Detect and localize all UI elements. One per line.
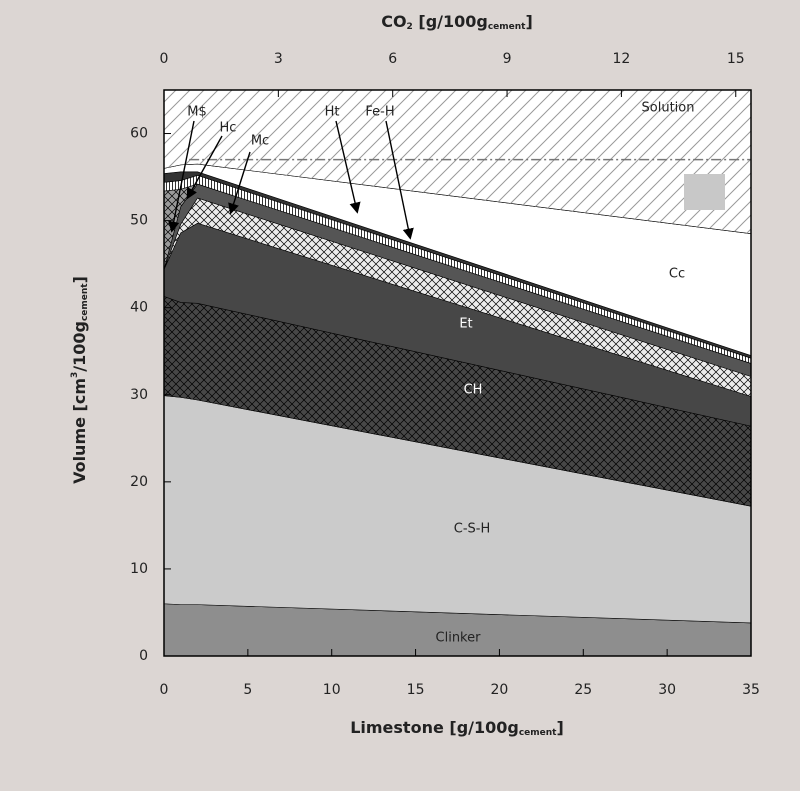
area-pattern: [164, 90, 751, 234]
series-label: Cc: [669, 267, 685, 282]
series-label: M$: [187, 105, 207, 120]
x-axis-title: Limestone [g/100gcement]: [350, 718, 564, 738]
x-tick-label: 0: [160, 682, 169, 698]
y-tick-label: 60: [130, 126, 148, 142]
x2-tick-label: 15: [727, 51, 745, 67]
x2-axis-title: CO2 [g/100gcement]: [381, 12, 533, 32]
series-label: Mc: [251, 134, 269, 149]
frame: [163, 89, 752, 657]
arrow: [168, 120, 195, 233]
y-axis-title: Volume [cm3/100gcement]: [70, 276, 90, 484]
y-tick-label: 40: [130, 300, 148, 316]
x-tick-label: 5: [243, 682, 252, 698]
x2-tick-label: 0: [160, 51, 169, 67]
arrow: [385, 120, 414, 240]
series-label: Fe-H: [365, 105, 394, 120]
area-pattern: [164, 197, 751, 397]
x-tick-label: 25: [574, 682, 592, 698]
y-tick-label: 0: [139, 648, 148, 664]
series-label: C-S-H: [454, 522, 491, 537]
x-tick-label: 30: [658, 682, 676, 698]
x2-tick-label: 6: [388, 51, 397, 67]
area-pattern: [164, 296, 751, 507]
y-tick-label: 10: [130, 561, 148, 577]
series-label: Clinker: [436, 631, 482, 646]
arrow: [186, 135, 223, 200]
arrow: [335, 120, 361, 214]
y-tick-label: 50: [130, 213, 148, 229]
series-label: Solution: [642, 101, 695, 116]
x2-tick-label: 12: [612, 51, 630, 67]
y-tick-label: 20: [130, 474, 148, 490]
series-label: CH: [464, 383, 483, 398]
plot: 0 5 10 15 20 25 30 35 0 3 6 9 12 15 0 10 20 30 40 50 60 Clink…: [130, 51, 760, 698]
series-label: Ht: [325, 105, 340, 120]
series-label: Et: [459, 317, 472, 332]
x2-tick-label: 3: [274, 51, 283, 67]
x2-tick-label: 9: [503, 51, 512, 67]
x-tick-label: 10: [323, 682, 341, 698]
marker-box: [684, 174, 725, 210]
arrow: [228, 151, 251, 215]
series-label: Hc: [220, 121, 237, 136]
x-tick-label: 35: [742, 682, 760, 698]
y-tick-label: 30: [130, 387, 148, 403]
x-tick-label: 20: [491, 682, 509, 698]
x-tick-label: 15: [407, 682, 425, 698]
